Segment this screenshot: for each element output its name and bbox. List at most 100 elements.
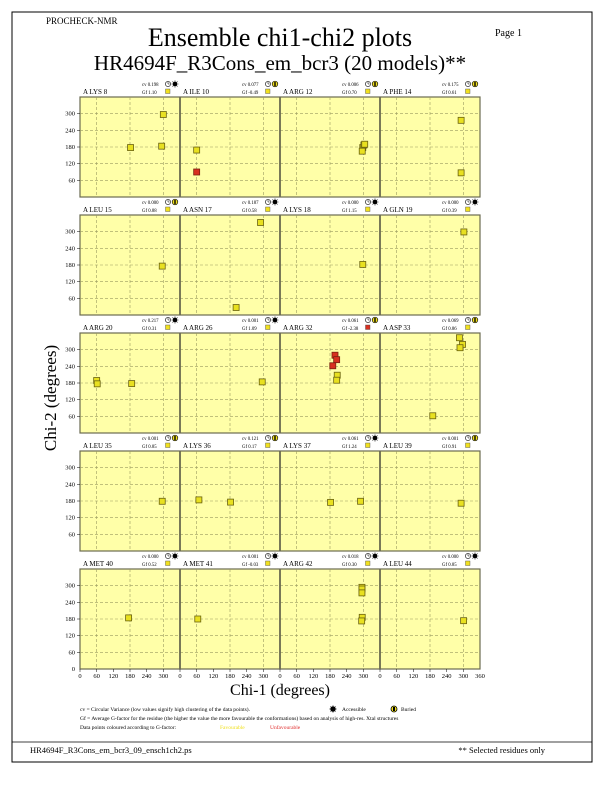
buried-mark — [474, 318, 476, 322]
buried-icon — [171, 198, 179, 206]
buried-icon — [371, 316, 379, 324]
gf-colour-square — [265, 88, 271, 94]
footer-note: ** Selected residues only — [458, 745, 545, 755]
clock-icon — [265, 435, 271, 441]
x-tick-label: 120 — [408, 673, 418, 680]
clock-hands — [467, 200, 470, 203]
clock-hands — [267, 82, 270, 85]
data-point — [358, 147, 366, 155]
gf-colour-square — [365, 88, 371, 94]
panel-a-arg-20: A ARG 20 cv 0.217 Gf 0.31 — [80, 316, 180, 433]
gf-colour-square — [365, 206, 371, 212]
y-tick-label: 60 — [69, 531, 76, 538]
cv-value: cv 0.198 — [142, 83, 159, 88]
clock-icon — [465, 81, 471, 87]
footer-filename: HR4694F_R3Cons_em_bcr3_09_ensch1ch2.ps — [30, 745, 192, 755]
x-tick-label: 300 — [358, 673, 368, 680]
data-point — [358, 617, 366, 625]
cv-value: cv 0.000 — [442, 201, 459, 206]
clock-icon — [465, 199, 471, 205]
x-tick-label: 360 — [475, 673, 485, 680]
residue-label: A ARG 32 — [283, 324, 313, 332]
clock-hands — [367, 200, 370, 203]
cv-value: cv 0.077 — [242, 83, 259, 88]
cv-value: cv 0.187 — [242, 201, 259, 206]
data-point — [357, 497, 364, 505]
gf-value: Gf 0.30 — [342, 563, 357, 568]
cv-value: cv 0.121 — [242, 437, 259, 442]
clock-hands — [367, 318, 370, 321]
y-tick-label: 120 — [65, 633, 75, 640]
gf-value: Gf 0.85 — [442, 563, 457, 568]
cv-value: cv 0.061 — [342, 437, 359, 442]
accessible-icon — [171, 80, 179, 88]
x-tick-label: 120 — [208, 673, 218, 680]
panel-a-arg-32: A ARG 32 cv 0.061 Gf -2.38 — [279, 316, 380, 433]
residue-label: A MET 40 — [83, 560, 113, 568]
residue-label: A GLN 19 — [383, 206, 413, 214]
residue-label: A ARG 20 — [83, 324, 113, 332]
gf-value: Gf 0.85 — [142, 445, 157, 450]
gf-colour-square — [265, 560, 271, 566]
gf-colour-square — [165, 442, 171, 448]
clock-icon — [465, 435, 471, 441]
residue-label: A ARG 42 — [283, 560, 313, 568]
data-point — [460, 617, 468, 625]
panel-a-met-40: A MET 40 cv 0.000 Gf 0.52 0 60 120 180 240 300 — [78, 552, 180, 680]
gf-colour-square — [165, 560, 171, 566]
clock-icon — [165, 81, 171, 87]
cv-value: cv 0.001 — [242, 319, 259, 324]
x-tick-label: 300 — [258, 673, 268, 680]
buried-icon — [271, 434, 279, 442]
clock-hands — [467, 82, 470, 85]
data-point — [158, 142, 166, 150]
cv-value: cv 0.001 — [242, 555, 259, 560]
residue-label: A LYS 37 — [283, 442, 311, 450]
page-subtitle: HR4694F_R3Cons_em_bcr3 (20 models)** — [94, 51, 466, 75]
clock-hands — [367, 436, 370, 439]
cv-value: cv 0.001 — [442, 437, 459, 442]
plot-grid: 60 120 180 240 300 A LYS 8 cv 0.198 Gf 1.10 A IL… — [65, 80, 485, 680]
clock-hands — [367, 554, 370, 557]
clock-hands — [267, 554, 270, 557]
gf-value: Gf 0.31 — [142, 327, 157, 332]
data-point — [232, 304, 240, 311]
clock-icon — [365, 317, 371, 323]
accessible-icon — [371, 552, 379, 560]
y-tick-label: 180 — [65, 262, 75, 269]
gf-colour-square — [465, 88, 471, 94]
panel-a-arg-42: A ARG 42 cv 0.018 Gf 0.30 0 60 120 180 240 300 — [278, 552, 380, 680]
buried-mark — [274, 436, 276, 440]
data-point — [125, 614, 133, 622]
buried-icon — [171, 434, 179, 442]
x-tick-label: 240 — [442, 673, 452, 680]
data-point — [327, 498, 334, 506]
x-tick-label: 60 — [293, 673, 300, 680]
buried-mark — [474, 82, 476, 86]
gf-value: Gf 1.09 — [242, 327, 257, 332]
panel-a-asn-17: A ASN 17 cv 0.187 Gf 0.58 — [179, 198, 280, 315]
residue-label: A ASN 17 — [183, 206, 212, 214]
clock-icon — [165, 435, 171, 441]
buried-mark — [274, 82, 276, 86]
page-number: Page 1 — [495, 28, 522, 39]
y-tick-label: 240 — [65, 245, 75, 252]
buried-mark — [374, 82, 376, 86]
accessible-icon — [271, 552, 279, 560]
data-point — [361, 140, 369, 148]
clock-icon — [165, 199, 171, 205]
panel-a-arg-26: A ARG 26 cv 0.001 Gf 1.09 — [179, 316, 280, 433]
y-tick-label: 240 — [65, 481, 75, 488]
data-point — [329, 362, 337, 370]
y-tick-label: 180 — [65, 144, 75, 151]
y-tick-label: 240 — [65, 599, 75, 606]
accessible-rays — [171, 80, 179, 88]
gf-value: Gf 0.52 — [142, 563, 157, 568]
residue-label: A LYS 18 — [283, 206, 311, 214]
data-point — [127, 144, 134, 151]
x-tick-label: 240 — [342, 673, 352, 680]
clock-hands — [167, 318, 170, 321]
gf-colour-square — [465, 206, 471, 212]
x-tick-label: 120 — [308, 673, 318, 680]
residue-label: A ARG 12 — [283, 88, 313, 96]
